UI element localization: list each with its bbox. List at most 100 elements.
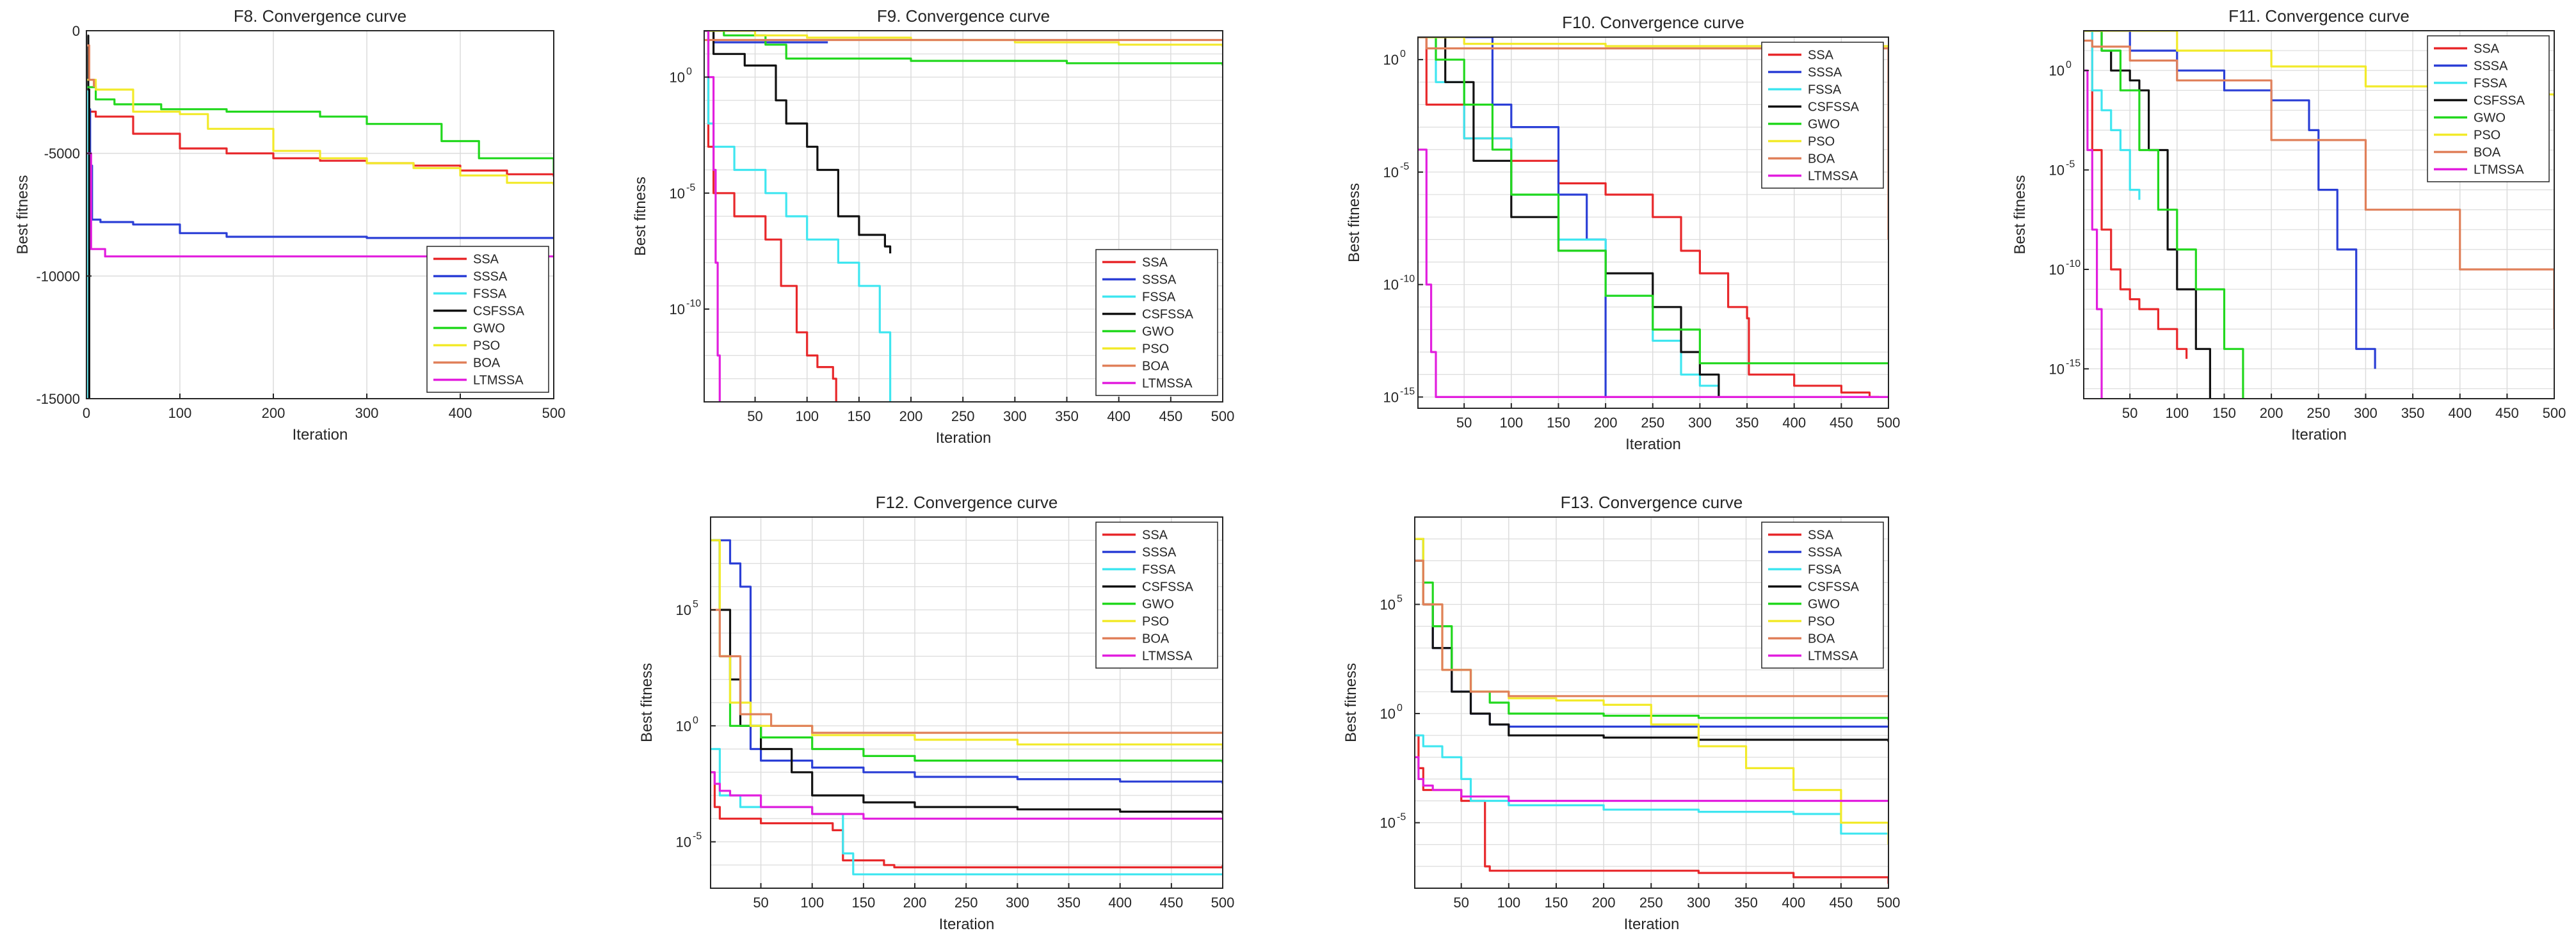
y-tick-label: 10 bbox=[676, 718, 691, 734]
x-tick-label: 200 bbox=[1594, 415, 1618, 431]
x-tick-label: 250 bbox=[2306, 405, 2330, 421]
x-tick-label: 500 bbox=[1877, 415, 1901, 431]
y-tick-label: 10 bbox=[1383, 277, 1399, 293]
legend-label-sssa: SSSA bbox=[2474, 60, 2508, 74]
x-tick-label: 150 bbox=[1547, 415, 1570, 431]
legend-label-csfssa: CSFSSA bbox=[473, 305, 525, 319]
legend-label-ssa: SSA bbox=[1808, 49, 1834, 63]
legend: SSA SSSA FSSA CSFSSA GWO PSO BOA LTMSSA bbox=[1095, 249, 1218, 396]
x-tick-label: 50 bbox=[1456, 415, 1472, 431]
x-tick-label: 350 bbox=[2401, 405, 2425, 421]
x-tick-label: 300 bbox=[355, 405, 379, 421]
x-tick-label: 500 bbox=[1211, 408, 1235, 424]
x-axis-label: Iteration bbox=[1624, 916, 1680, 933]
legend-label-fssa: FSSA bbox=[1142, 563, 1176, 577]
x-tick-label: 450 bbox=[1830, 415, 1853, 431]
y-tick-label: -15000 bbox=[36, 391, 80, 407]
legend: SSA SSSA FSSA CSFSSA GWO PSO BOA LTMSSA bbox=[1761, 522, 1884, 669]
series-line-fssa bbox=[2084, 31, 2141, 200]
y-tick-exponent: -5 bbox=[693, 831, 702, 842]
y-tick-exponent: -5 bbox=[1400, 161, 1409, 172]
chart-title: F10. Convergence curve bbox=[1562, 13, 1744, 32]
series-line-pso bbox=[87, 79, 554, 186]
y-axis-label: Best fitness bbox=[1342, 663, 1360, 742]
legend-label-gwo: GWO bbox=[1808, 598, 1840, 612]
chart-F8: 0 100 200 300 400 500 0 -5000 -10000 -15000 F8. Co… bbox=[14, 6, 565, 443]
legend-label-ssa: SSA bbox=[473, 253, 499, 267]
series-line-boa bbox=[1415, 559, 1888, 698]
y-tick-label: 10 bbox=[670, 70, 685, 86]
x-tick-label: 400 bbox=[1108, 895, 1132, 911]
x-axis-label: Iteration bbox=[1625, 436, 1681, 453]
series-line-gwo bbox=[1418, 37, 1888, 365]
series-line-boa bbox=[87, 44, 95, 88]
legend-label-boa: BOA bbox=[1808, 152, 1835, 166]
chart-title: F8. Convergence curve bbox=[234, 6, 407, 26]
y-tick-exponent: 0 bbox=[686, 67, 692, 77]
x-tick-label: 250 bbox=[954, 895, 978, 911]
chart-title: F9. Convergence curve bbox=[877, 6, 1050, 26]
legend-label-ltmssa: LTMSSA bbox=[473, 374, 524, 388]
y-tick-exponent: -15 bbox=[2066, 358, 2081, 369]
y-tick-label: 10 bbox=[670, 186, 685, 202]
legend-label-boa: BOA bbox=[2474, 146, 2501, 160]
legend: SSA SSSA FSSA CSFSSA GWO PSO BOA LTMSSA bbox=[1095, 522, 1218, 669]
y-tick-exponent: -5 bbox=[686, 182, 695, 193]
x-tick-label: 350 bbox=[1055, 408, 1079, 424]
legend-label-pso: PSO bbox=[1808, 615, 1835, 629]
chart-title: F11. Convergence curve bbox=[2228, 6, 2410, 26]
x-tick-label: 500 bbox=[2543, 405, 2566, 421]
y-tick-label: 10 bbox=[2049, 63, 2065, 79]
series-line-boa bbox=[1418, 37, 1888, 240]
x-tick-label: 300 bbox=[1687, 895, 1711, 911]
legend-label-gwo: GWO bbox=[1142, 598, 1174, 612]
x-tick-label: 100 bbox=[795, 408, 819, 424]
x-tick-label: 100 bbox=[1499, 415, 1523, 431]
y-tick-label: 10 bbox=[676, 602, 691, 618]
legend: SSA SSSA FSSA CSFSSA GWO PSO BOA LTMSSA bbox=[1761, 42, 1884, 189]
y-tick-label: 0 bbox=[72, 23, 80, 39]
y-tick-label: 10 bbox=[1380, 815, 1396, 831]
legend-label-csfssa: CSFSSA bbox=[1142, 580, 1194, 594]
series-line-boa bbox=[2084, 39, 2554, 330]
series-line-ltmssa bbox=[1415, 756, 1888, 802]
x-tick-label: 450 bbox=[1159, 408, 1182, 424]
legend-label-ssa: SSA bbox=[1142, 529, 1168, 543]
y-tick-exponent: -10 bbox=[1400, 274, 1415, 285]
legend-label-ltmssa: LTMSSA bbox=[1808, 170, 1858, 184]
series-line-csfssa bbox=[704, 31, 892, 253]
legend-label-sssa: SSSA bbox=[1142, 546, 1177, 560]
y-axis-label: Best fitness bbox=[638, 663, 656, 742]
legend-label-boa: BOA bbox=[1142, 360, 1170, 374]
legend-label-boa: BOA bbox=[473, 356, 501, 371]
x-tick-label: 50 bbox=[753, 895, 768, 911]
y-tick-exponent: -15 bbox=[1400, 386, 1415, 397]
legend-label-ltmssa: LTMSSA bbox=[2474, 163, 2524, 177]
x-tick-label: 450 bbox=[1159, 895, 1183, 911]
x-tick-label: 500 bbox=[1877, 895, 1901, 911]
y-tick-label: 10 bbox=[2049, 262, 2065, 278]
legend-label-ssa: SSA bbox=[1808, 529, 1834, 543]
series-line-sssa bbox=[711, 539, 1223, 784]
x-tick-label: 400 bbox=[1782, 415, 1806, 431]
x-axis-label: Iteration bbox=[936, 429, 992, 447]
series-line-boa bbox=[711, 609, 1223, 734]
legend: SSA SSSA FSSA CSFSSA GWO PSO BOA LTMSSA bbox=[426, 246, 549, 393]
y-axis-label: Best fitness bbox=[14, 175, 31, 254]
axes-box bbox=[86, 30, 554, 399]
legend-label-pso: PSO bbox=[1808, 135, 1835, 149]
x-tick-label: 450 bbox=[1829, 895, 1853, 911]
y-tick-exponent: 0 bbox=[1400, 49, 1406, 60]
legend-label-fssa: FSSA bbox=[2474, 77, 2508, 91]
y-tick-exponent: 0 bbox=[693, 715, 698, 726]
x-tick-label: 400 bbox=[1782, 895, 1805, 911]
y-tick-label: 10 bbox=[670, 301, 685, 317]
y-tick-exponent: -10 bbox=[686, 298, 701, 309]
series-line-pso bbox=[1418, 37, 1888, 49]
y-tick-label: 10 bbox=[676, 834, 691, 850]
legend-label-boa: BOA bbox=[1808, 632, 1835, 646]
series-line-fssa bbox=[1415, 734, 1888, 836]
legend-label-pso: PSO bbox=[1142, 615, 1169, 629]
legend-label-csfssa: CSFSSA bbox=[1142, 308, 1194, 322]
